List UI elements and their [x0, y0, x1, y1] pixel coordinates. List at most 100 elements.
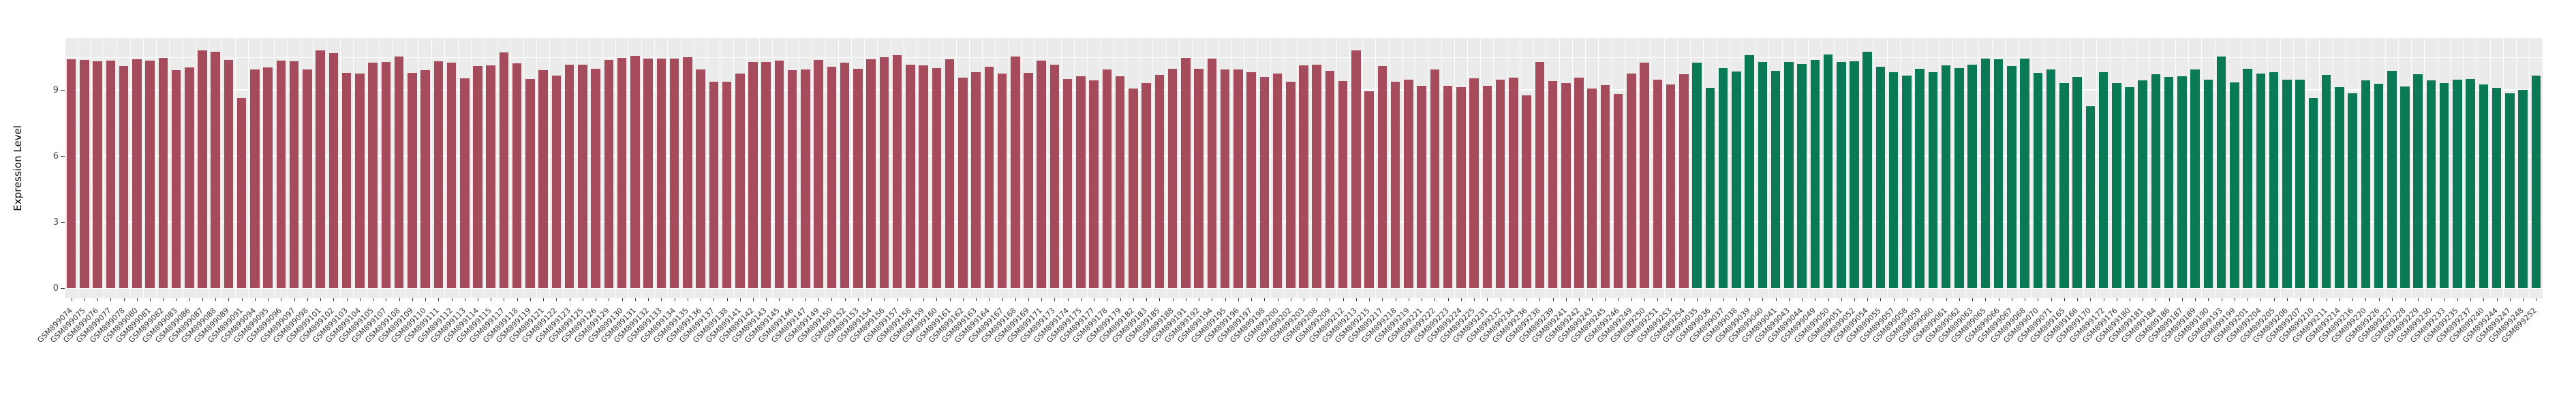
bar-GSM899201: [2243, 68, 2252, 288]
x-tick-mark: [1697, 298, 1698, 301]
x-tick-mark: [268, 298, 269, 301]
vertical-gridline: [2201, 38, 2203, 298]
bar-GSM899209: [1325, 70, 1335, 288]
x-tick-mark: [1959, 298, 1960, 301]
x-tick-mark: [1172, 298, 1174, 301]
vertical-gridline: [864, 38, 865, 298]
bar-GSM899254: [1679, 74, 1689, 288]
x-tick-mark: [1251, 298, 1253, 301]
bar-GSM899193: [2216, 56, 2226, 288]
vertical-gridline: [1913, 38, 1914, 298]
bar-GSM899098: [303, 69, 312, 288]
x-tick-mark: [2483, 298, 2485, 301]
vertical-gridline: [234, 38, 236, 298]
vertical-gridline: [2529, 38, 2530, 298]
x-tick-mark: [1238, 298, 1239, 301]
vertical-gridline: [221, 38, 223, 298]
bar-GSM899112: [446, 63, 457, 288]
bar-GSM899218: [1390, 81, 1400, 288]
bar-GSM899076: [93, 61, 102, 288]
x-tick-mark: [2418, 298, 2419, 301]
x-tick-mark: [2496, 298, 2498, 301]
bar-GSM899087: [198, 50, 207, 288]
vertical-gridline: [2004, 38, 2006, 298]
bar-GSM899178: [1102, 69, 1112, 288]
bar-GSM899117: [499, 52, 509, 288]
x-tick-mark: [976, 298, 977, 301]
bar-GSM899232: [1495, 80, 1505, 288]
bar-GSM899194: [1207, 59, 1217, 288]
vertical-gridline: [2516, 38, 2517, 298]
x-tick-mark: [202, 298, 203, 301]
x-tick-mark: [1710, 298, 1711, 301]
bar-GSM899049: [1810, 60, 1820, 288]
vertical-gridline: [1559, 38, 1560, 298]
bar-GSM899036: [1705, 87, 1715, 288]
bar-GSM899198: [1259, 76, 1270, 288]
bar-GSM899111: [433, 61, 444, 288]
x-tick-mark: [726, 298, 728, 301]
bar-GSM899040: [1758, 61, 1768, 288]
vertical-gridline: [1087, 38, 1088, 298]
bar-GSM899122: [551, 76, 562, 288]
x-tick-mark: [1460, 298, 1462, 301]
bar-GSM899223: [1443, 85, 1453, 288]
bar-GSM899246: [1613, 93, 1623, 288]
x-tick-mark: [753, 298, 754, 301]
x-tick-mark: [2090, 298, 2091, 301]
bar-GSM899137: [709, 82, 719, 288]
vertical-gridline: [667, 38, 669, 298]
x-tick-mark: [307, 298, 308, 301]
bar-GSM899184: [2151, 74, 2161, 288]
vertical-gridline: [1978, 38, 1980, 298]
x-tick-mark: [1028, 298, 1029, 301]
x-tick-mark: [2064, 298, 2065, 301]
bar-GSM899233: [2439, 83, 2449, 288]
bar-GSM899181: [2138, 80, 2147, 288]
bar-GSM899224: [1456, 87, 1466, 288]
vertical-gridline: [142, 38, 144, 298]
x-tick-mark: [844, 298, 846, 301]
x-tick-mark: [923, 298, 925, 301]
bar-GSM899214: [2335, 86, 2344, 288]
bar-GSM899097: [289, 61, 299, 288]
vertical-gridline: [1191, 38, 1193, 298]
minor-gridline: [65, 57, 2543, 58]
vertical-gridline: [1362, 38, 1364, 298]
x-tick-mark: [2444, 298, 2445, 301]
bar-GSM899101: [316, 50, 325, 288]
vertical-gridline: [1231, 38, 1232, 298]
y-tick-mark: [61, 288, 65, 289]
x-tick-mark: [2509, 298, 2511, 301]
vertical-gridline: [1375, 38, 1377, 298]
bar-GSM899225: [1469, 78, 1479, 288]
vertical-gridline: [942, 38, 944, 298]
vertical-gridline: [1847, 38, 1848, 298]
bar-GSM899066: [1993, 59, 2004, 288]
bar-GSM899251: [1653, 80, 1663, 288]
x-tick-mark: [556, 298, 557, 301]
vertical-gridline: [2306, 38, 2307, 298]
bar-GSM899217: [1377, 66, 1387, 288]
bar-GSM899200: [1272, 74, 1283, 288]
bar-GSM899222: [1430, 69, 1440, 288]
bar-GSM899166: [2072, 76, 2082, 288]
bar-GSM899235: [2453, 80, 2462, 288]
bar-GSM899157: [892, 54, 902, 288]
bar-GSM899190: [2203, 79, 2213, 288]
vertical-gridline: [1073, 38, 1075, 298]
x-tick-mark: [1120, 298, 1121, 301]
x-tick-mark: [163, 298, 164, 301]
bar-GSM899204: [2256, 74, 2266, 288]
bar-GSM899185: [1154, 75, 1165, 288]
vertical-gridline: [1336, 38, 1337, 298]
vertical-gridline: [2083, 38, 2085, 298]
vertical-gridline: [2070, 38, 2071, 298]
x-tick-mark: [1487, 298, 1488, 301]
bar-GSM899188: [1167, 68, 1178, 288]
bar-GSM899080: [132, 59, 142, 288]
x-tick-mark: [1225, 298, 1226, 301]
bar-GSM899152: [840, 62, 850, 288]
x-tick-mark: [779, 298, 780, 301]
bar-GSM899068: [2020, 59, 2029, 288]
